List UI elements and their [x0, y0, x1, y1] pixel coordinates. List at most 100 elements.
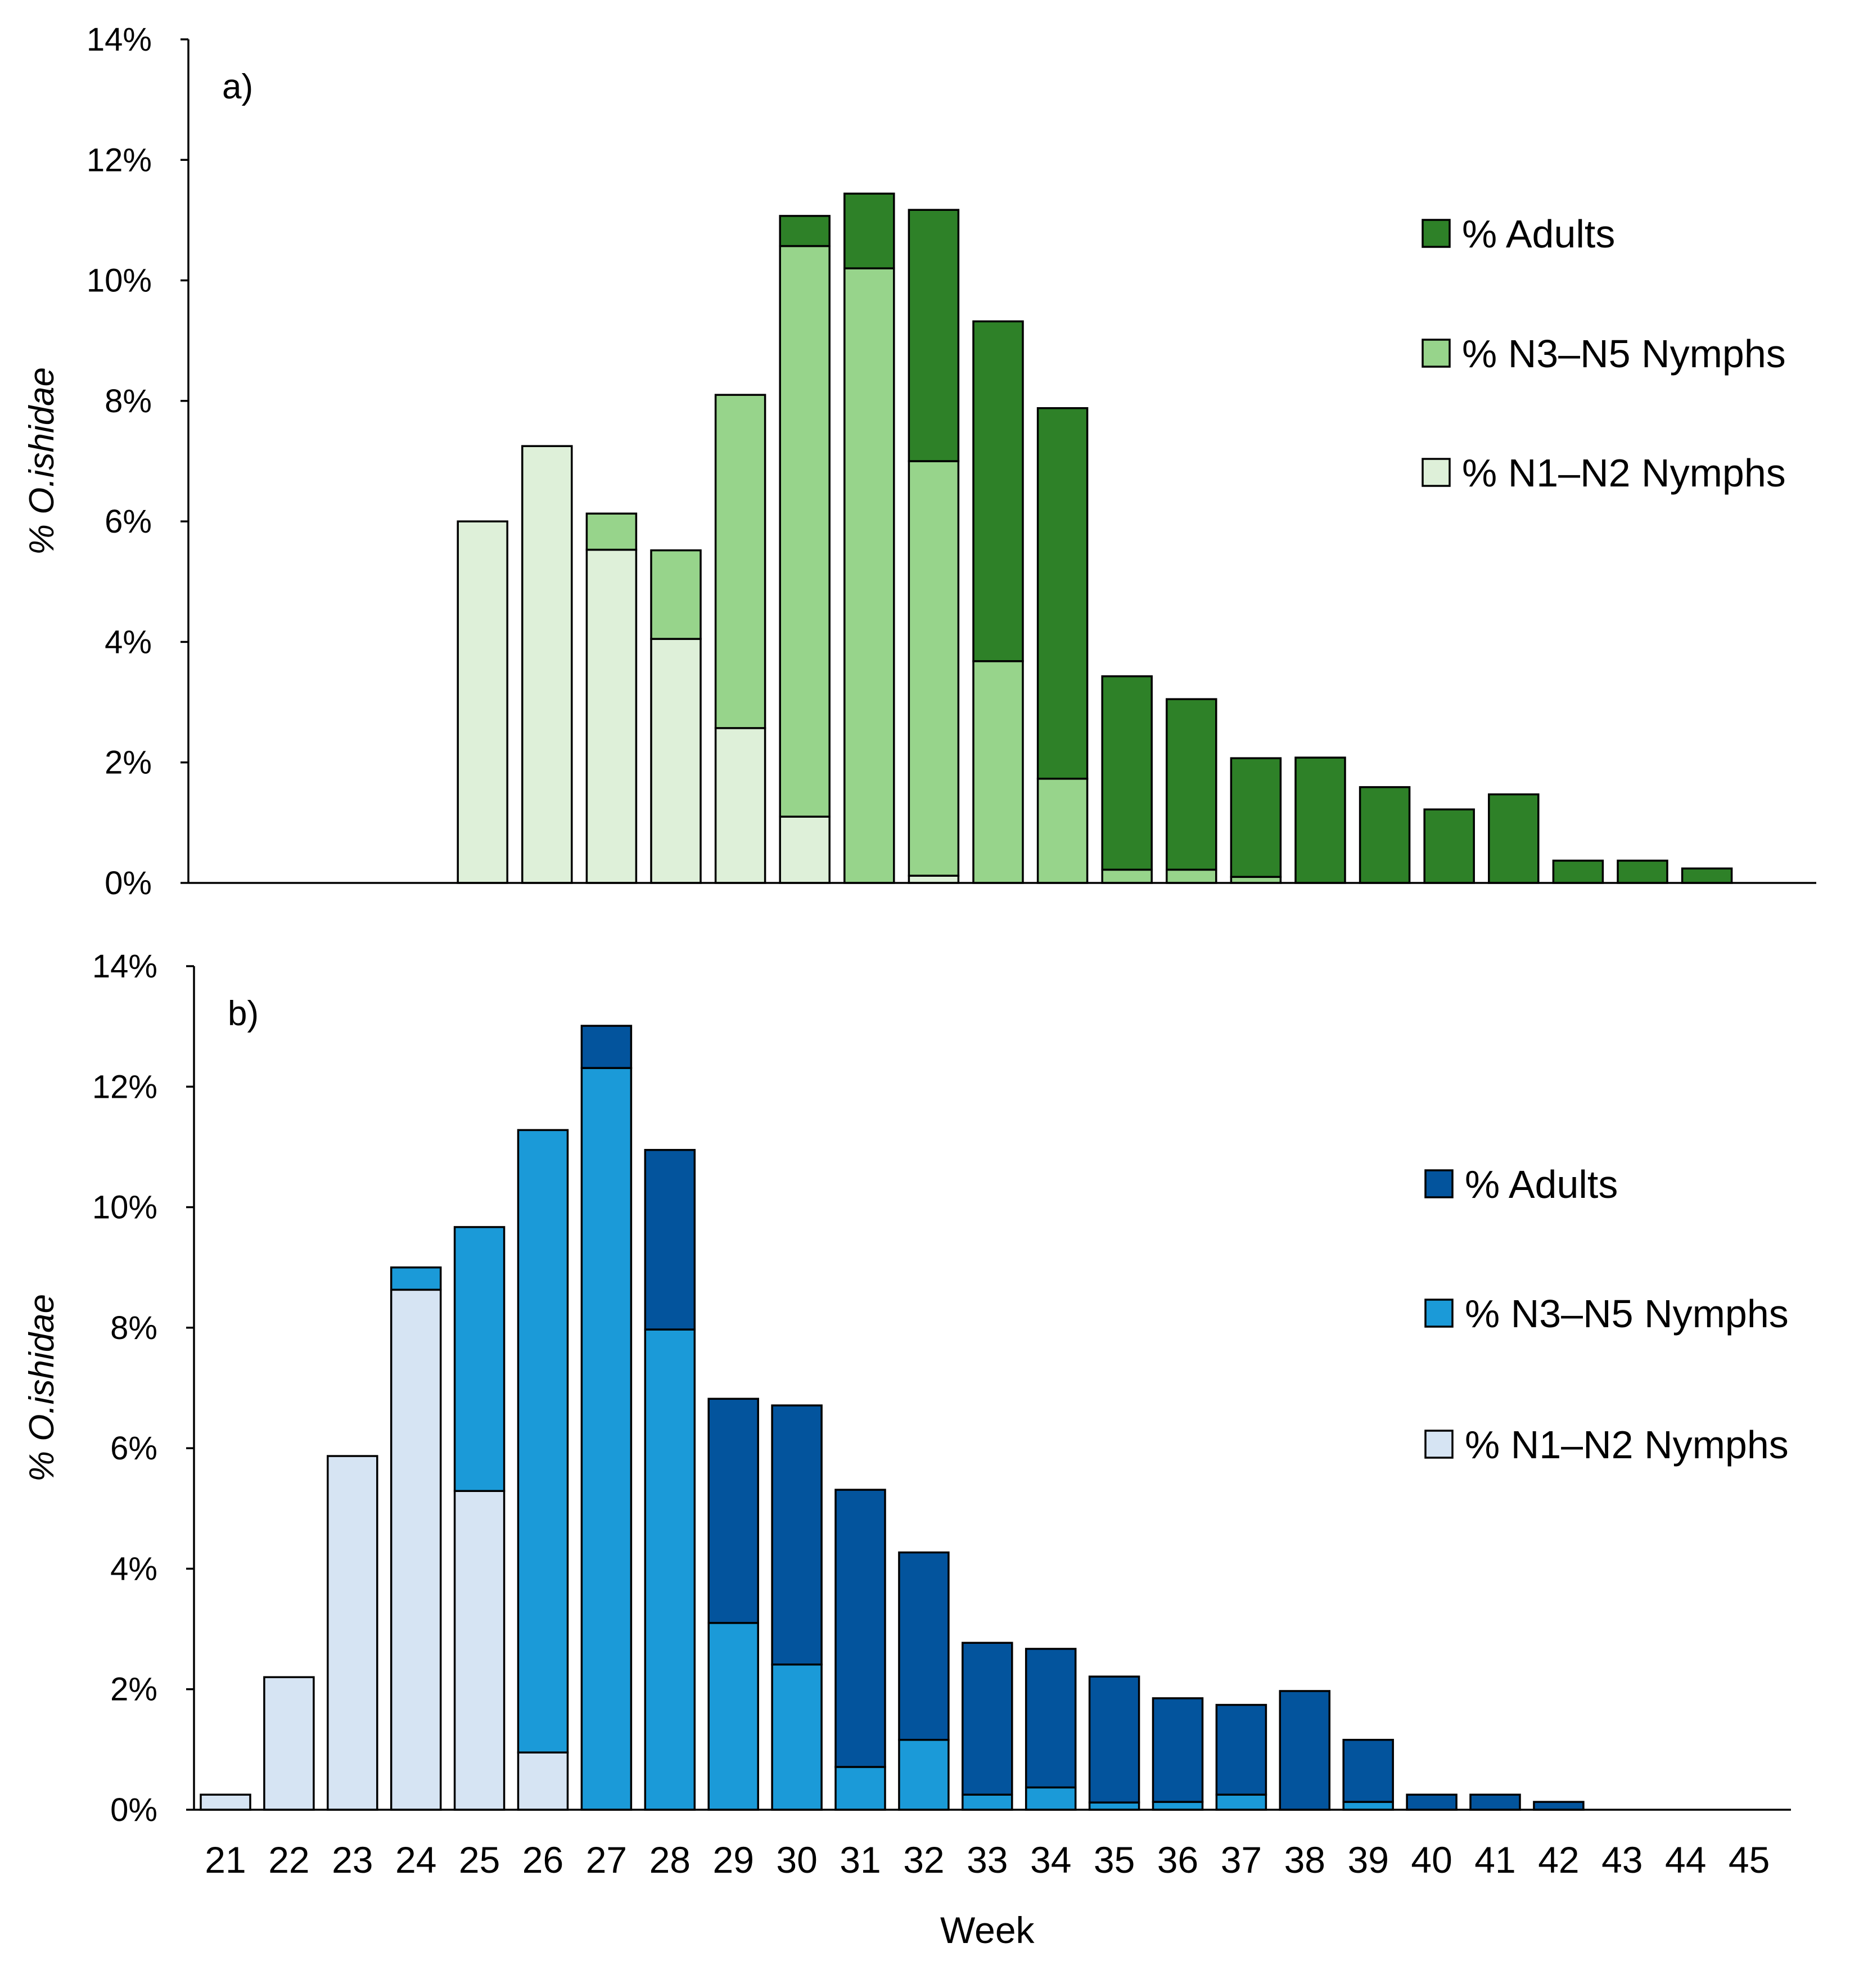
legend-swatch: [1424, 1430, 1454, 1459]
bar-week-34-series-2: [1025, 1648, 1077, 1789]
x-tick-label: 36: [1157, 1839, 1198, 1881]
bar-week-32-series-1: [1036, 777, 1089, 884]
bar-week-27-series-1: [580, 1067, 633, 1811]
bar-week-35-series-2: [1230, 757, 1282, 878]
y-tick-label: 2%: [110, 1671, 157, 1708]
bar-week-32-series-2: [1036, 407, 1089, 780]
bar-week-34-series-2: [1166, 698, 1217, 871]
x-tick-label: 41: [1474, 1839, 1515, 1881]
y-tick-label: 10%: [92, 1189, 157, 1226]
legend-label: % N3–N5 Nymphs: [1465, 1292, 1789, 1336]
y-tick-label: 14%: [92, 948, 157, 985]
x-axis-label: Week: [940, 1909, 1035, 1951]
bar-week-28-series-2: [779, 215, 831, 247]
bar-week-42-series-2: [1533, 1801, 1585, 1811]
bar-week-24-series-1: [390, 1266, 442, 1291]
panel-label: b): [228, 994, 259, 1033]
bar-week-37-series-2: [1359, 786, 1411, 884]
bar-week-40-series-2: [1552, 859, 1604, 884]
x-tick-label: 23: [332, 1839, 373, 1881]
bar-week-34-series-1: [1025, 1786, 1077, 1811]
legend-label: % Adults: [1462, 212, 1615, 256]
x-tick-label: 33: [967, 1839, 1008, 1881]
panel-a: 0% 2% 4% 6% 8% 10% 12% 14% % O.ishidae a) % Adults…: [22, 21, 1816, 901]
legend-label: % N3–N5 Nymphs: [1462, 332, 1786, 376]
bar-week-40-series-2: [1406, 1793, 1458, 1811]
bar-week-34-series-1: [1166, 868, 1217, 884]
bar-week-23-series-0: [457, 520, 508, 884]
bar-week-30-series-1: [908, 460, 960, 877]
legend-swatch: [1424, 1299, 1454, 1328]
legend-label: % Adults: [1465, 1162, 1618, 1206]
x-tick-label: 38: [1284, 1839, 1325, 1881]
bar-week-32-series-2: [898, 1551, 950, 1741]
x-tick-label: 42: [1538, 1839, 1579, 1881]
bar-week-29-series-1: [843, 267, 895, 884]
y-tick-label: 6%: [105, 503, 152, 540]
x-tick-label: 35: [1094, 1839, 1135, 1881]
bar-week-30-series-2: [908, 209, 960, 462]
y-tick-label: 14%: [87, 21, 152, 58]
x-tick-label: 29: [712, 1839, 753, 1881]
bar-week-28-series-1: [644, 1328, 696, 1811]
bar-week-41-series-2: [1469, 1793, 1521, 1811]
x-tick-label: 21: [205, 1839, 246, 1881]
bar-week-27-series-2: [580, 1025, 633, 1069]
bar-week-36-series-2: [1294, 756, 1346, 884]
x-tick-label: 34: [1030, 1839, 1071, 1881]
y-tick-label: 0%: [105, 865, 152, 901]
bar-week-30-series-0: [908, 874, 960, 884]
legend-swatch: [1422, 219, 1451, 248]
bar-week-38-series-2: [1279, 1690, 1331, 1811]
bar-week-29-series-2: [707, 1398, 759, 1624]
y-tick-label: 12%: [87, 142, 152, 178]
bar-week-31-series-1: [834, 1766, 886, 1811]
bar-week-41-series-2: [1617, 859, 1668, 884]
bar-week-25-series-1: [585, 512, 638, 551]
bar-week-38-series-2: [1423, 808, 1475, 884]
legend-swatch: [1424, 1169, 1454, 1198]
y-tick-label: 8%: [105, 383, 152, 420]
bar-week-35-series-2: [1088, 1675, 1140, 1804]
bar-week-31-series-2: [972, 320, 1024, 662]
y-tick-label: 0%: [110, 1792, 157, 1828]
bar-week-32-series-1: [898, 1738, 950, 1811]
bar-week-39-series-2: [1342, 1738, 1394, 1803]
x-tick-label: 40: [1411, 1839, 1452, 1881]
legend-label: % N1–N2 Nymphs: [1462, 451, 1786, 495]
bar-week-33-series-2: [962, 1642, 1013, 1796]
legend-label: % N1–N2 Nymphs: [1465, 1423, 1789, 1467]
y-axis-label: % O.ishidae: [22, 367, 61, 555]
bar-week-37-series-1: [1215, 1793, 1267, 1811]
x-tick-label: 31: [840, 1839, 881, 1881]
bar-week-29-series-1: [707, 1622, 759, 1811]
x-tick-label: 27: [586, 1839, 627, 1881]
bar-week-33-series-2: [1101, 675, 1153, 871]
bar-week-33-series-1: [1101, 868, 1153, 884]
bar-week-37-series-2: [1215, 1703, 1267, 1796]
bar-week-26-series-0: [650, 638, 702, 884]
bar-week-26-series-1: [650, 549, 702, 640]
bar-week-27-series-0: [714, 727, 766, 884]
bar-week-33-series-1: [962, 1793, 1013, 1811]
bar-week-36-series-1: [1152, 1801, 1204, 1811]
x-tick-label: 32: [903, 1839, 944, 1881]
panel-label: a): [222, 67, 253, 106]
legend-swatch: [1422, 339, 1451, 368]
x-tick-label: 43: [1601, 1839, 1643, 1881]
y-tick-label: 4%: [105, 624, 152, 660]
bar-week-31-series-1: [972, 660, 1024, 884]
bar-week-25-series-1: [453, 1226, 506, 1492]
bar-week-35-series-1: [1088, 1801, 1140, 1811]
bar-week-25-series-0: [585, 548, 638, 884]
y-tick-label: 10%: [87, 263, 152, 299]
legend-swatch: [1422, 458, 1451, 487]
bar-week-25-series-0: [453, 1490, 506, 1811]
bar-week-31-series-2: [834, 1489, 886, 1768]
bar-week-26-series-0: [517, 1751, 569, 1811]
bar-week-39-series-1: [1342, 1801, 1394, 1811]
bar-week-30-series-2: [771, 1404, 823, 1666]
bar-week-29-series-2: [843, 192, 895, 269]
y-tick-label: 12%: [92, 1069, 157, 1105]
bar-week-28-series-0: [779, 815, 831, 884]
